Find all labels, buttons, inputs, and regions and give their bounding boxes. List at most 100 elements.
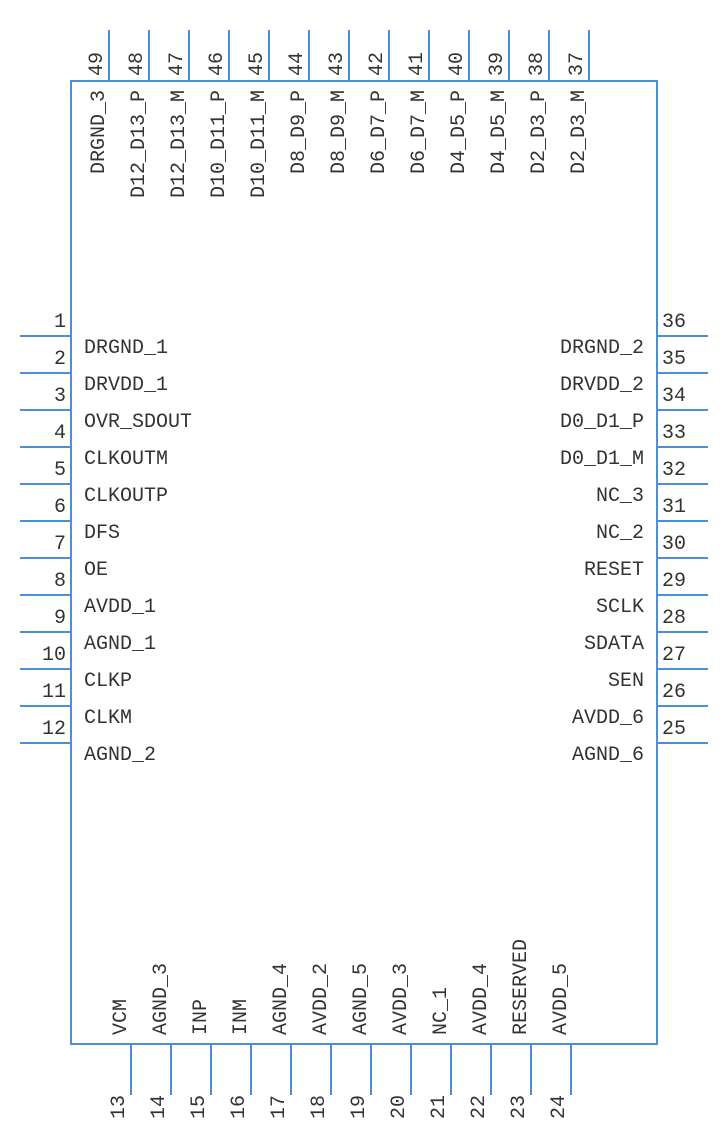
pin-label: DRVDD_1: [84, 374, 168, 397]
pin-label: D0_D1_M: [560, 448, 644, 471]
pin-line-left: [20, 446, 70, 448]
pin-line-right: [658, 409, 708, 411]
pin-line-right: [658, 631, 708, 633]
pin-number: 21: [428, 1049, 451, 1119]
pin-number: 24: [548, 1049, 571, 1119]
pin-number: 5: [22, 459, 66, 482]
pin-line-right: [658, 705, 708, 707]
pin-label: AGND_5: [350, 963, 373, 1035]
pin-line-right: [658, 483, 708, 485]
pin-line-right: [658, 557, 708, 559]
pin-number: 37: [566, 6, 589, 76]
pin-line-right: [658, 594, 708, 596]
pin-label: SCLK: [596, 596, 644, 619]
pin-label: RESERVED: [510, 939, 533, 1035]
pin-label: D2_D3_P: [528, 90, 551, 174]
pin-label: NC_3: [596, 485, 644, 508]
pin-number: 12: [22, 718, 66, 741]
pin-number: 6: [22, 496, 66, 519]
pin-number: 47: [166, 6, 189, 76]
pin-label: D6_D7_P: [368, 90, 391, 174]
pin-label: D2_D3_M: [568, 90, 591, 174]
pin-line-left: [20, 705, 70, 707]
pin-label: D10_D11_P: [208, 90, 231, 198]
pin-label: AVDD_2: [310, 963, 333, 1035]
pin-label: AGND_2: [84, 744, 156, 767]
pin-number: 49: [86, 6, 109, 76]
pin-number: 38: [526, 6, 549, 76]
pin-label: OE: [84, 559, 108, 582]
pin-number: 44: [286, 6, 309, 76]
pin-number: 26: [662, 681, 706, 704]
pin-number: 4: [22, 422, 66, 445]
pin-label: AGND_3: [150, 963, 173, 1035]
pin-label: AGND_1: [84, 633, 156, 656]
pin-number: 23: [508, 1049, 531, 1119]
pin-label: AGND_6: [572, 744, 644, 767]
pin-label: AVDD_6: [572, 707, 644, 730]
pin-label: RESET: [584, 559, 644, 582]
pin-line-left: [20, 557, 70, 559]
pin-number: 39: [486, 6, 509, 76]
pin-line-right: [658, 372, 708, 374]
pin-line-right: [658, 446, 708, 448]
pin-label: VCM: [110, 999, 133, 1035]
pin-label: AVDD_3: [390, 963, 413, 1035]
pin-number: 14: [148, 1049, 171, 1119]
pin-number: 9: [22, 607, 66, 630]
pin-number: 41: [406, 6, 429, 76]
pin-label: D10_D11_M: [248, 90, 271, 198]
pin-number: 3: [22, 385, 66, 408]
pin-label: DRGND_2: [560, 337, 644, 360]
pin-label: DRGND_1: [84, 337, 168, 360]
pin-number: 13: [108, 1049, 131, 1119]
pin-label: AVDD_1: [84, 596, 156, 619]
pin-number: 45: [246, 6, 269, 76]
pin-number: 33: [662, 422, 706, 445]
pin-number: 15: [188, 1049, 211, 1119]
pin-line-left: [20, 520, 70, 522]
pin-number: 36: [662, 311, 706, 334]
pin-number: 20: [388, 1049, 411, 1119]
pin-label: AGND_4: [270, 963, 293, 1035]
pin-number: 10: [22, 644, 66, 667]
pin-number: 2: [22, 348, 66, 371]
pin-label: D4_D5_P: [448, 90, 471, 174]
pin-label: INP: [190, 999, 213, 1035]
pin-label: DRGND_3: [88, 90, 111, 174]
pin-label: DFS: [84, 522, 120, 545]
pin-line-left: [20, 335, 70, 337]
pin-number: 31: [662, 496, 706, 519]
pin-number: 29: [662, 570, 706, 593]
pin-number: 42: [366, 6, 389, 76]
pin-line-left: [20, 372, 70, 374]
pin-number: 25: [662, 718, 706, 741]
pin-label: SDATA: [584, 633, 644, 656]
pin-label: NC_2: [596, 522, 644, 545]
pin-label: INM: [230, 999, 253, 1035]
pin-label: D4_D5_M: [488, 90, 511, 174]
pin-number: 46: [206, 6, 229, 76]
pin-label: AVDD_5: [550, 963, 573, 1035]
pin-number: 7: [22, 533, 66, 556]
pin-label: D6_D7_M: [408, 90, 431, 174]
pin-number: 16: [228, 1049, 251, 1119]
pin-line-left: [20, 631, 70, 633]
pin-number: 32: [662, 459, 706, 482]
pin-label: D12_D13_M: [168, 90, 191, 198]
pin-line-right: [658, 335, 708, 337]
pin-label: DRVDD_2: [560, 374, 644, 397]
chip-body: [70, 80, 658, 1045]
pin-line-right: [658, 742, 708, 744]
pin-number: 30: [662, 533, 706, 556]
pin-number: 27: [662, 644, 706, 667]
pin-label: CLKOUTP: [84, 485, 168, 508]
pin-label: OVR_SDOUT: [84, 411, 192, 434]
pin-number: 19: [348, 1049, 371, 1119]
pin-label: D0_D1_P: [560, 411, 644, 434]
pin-number: 17: [268, 1049, 291, 1119]
pin-label: AVDD_4: [470, 963, 493, 1035]
pin-line-right: [658, 520, 708, 522]
pin-number: 43: [326, 6, 349, 76]
pin-number: 18: [308, 1049, 331, 1119]
